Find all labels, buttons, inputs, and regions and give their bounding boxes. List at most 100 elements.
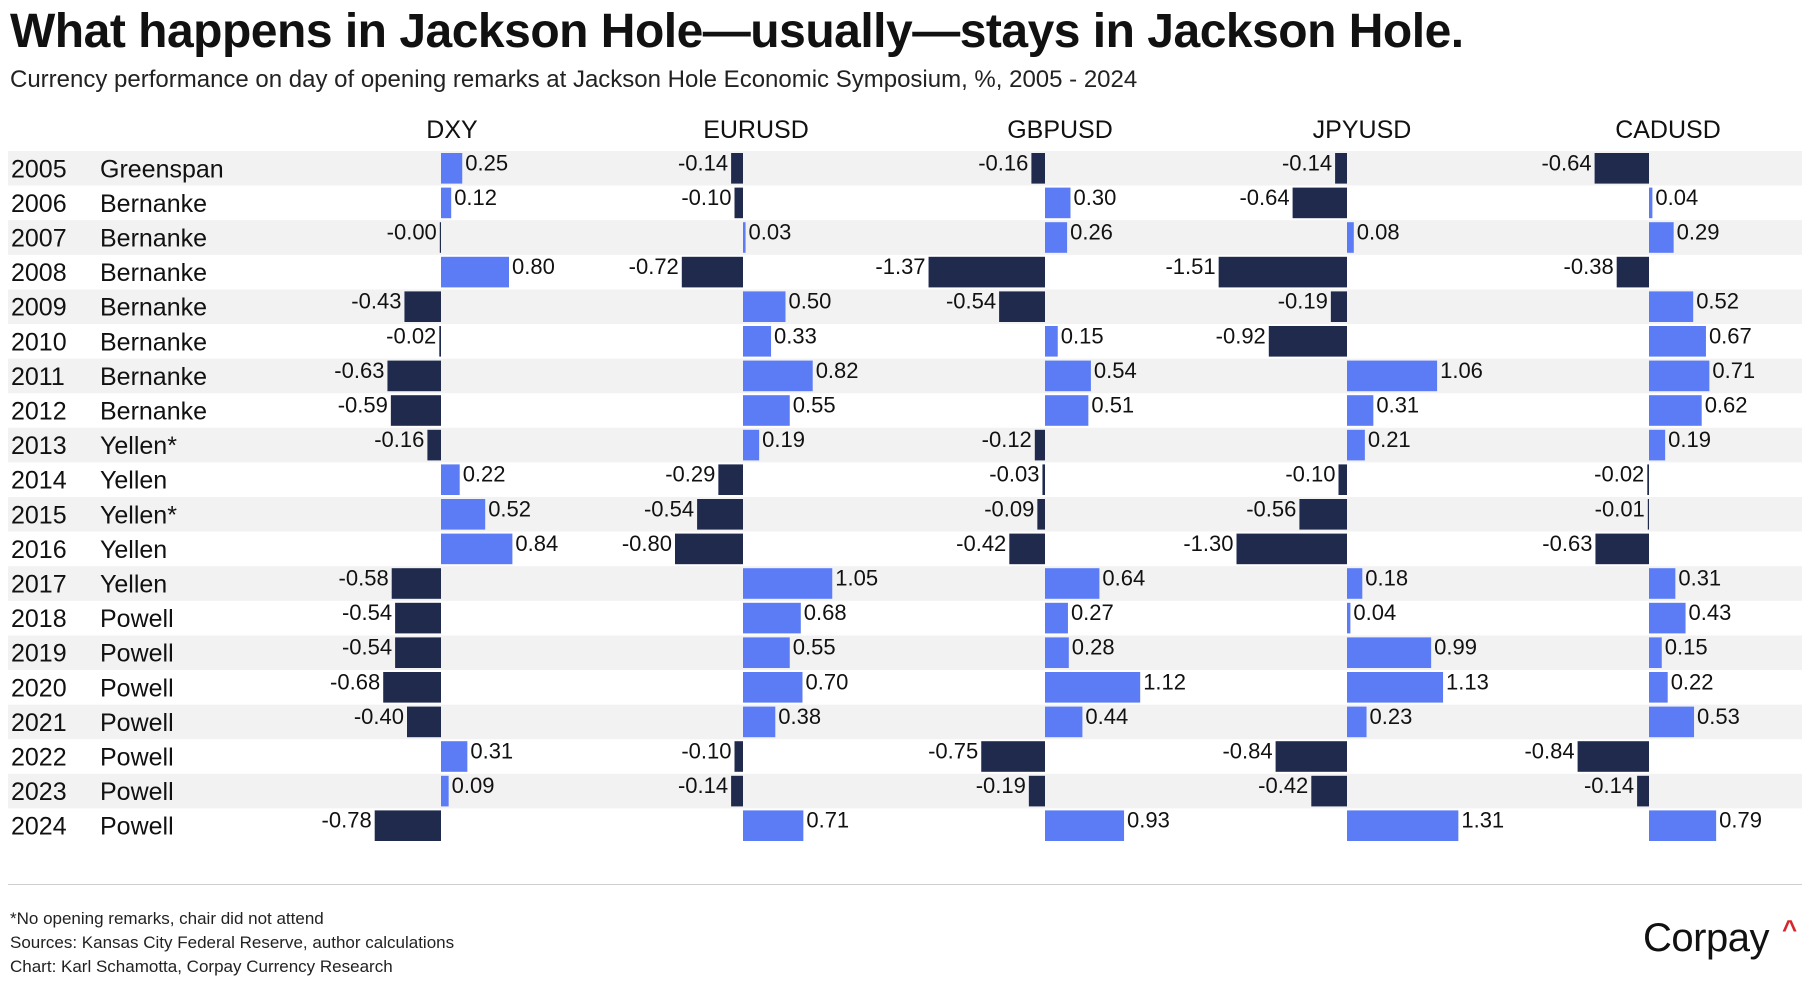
row-chair-label: Greenspan bbox=[100, 155, 224, 183]
data-bar bbox=[1647, 464, 1649, 495]
row-year-label: 2008 bbox=[11, 259, 67, 287]
data-label: -0.54 bbox=[342, 600, 392, 625]
data-label: 0.99 bbox=[1434, 635, 1477, 660]
data-label: -0.72 bbox=[629, 254, 679, 279]
row-chair-label: Yellen bbox=[100, 536, 167, 564]
data-label: 0.28 bbox=[1072, 635, 1115, 660]
row-stripe bbox=[8, 497, 1802, 532]
data-label: 0.26 bbox=[1070, 220, 1113, 245]
data-bar bbox=[1347, 222, 1354, 253]
data-label: -0.78 bbox=[322, 808, 372, 833]
footnote-credit: Chart: Karl Schamotta, Corpay Currency R… bbox=[10, 957, 393, 976]
data-bar bbox=[439, 222, 441, 253]
data-bar bbox=[734, 741, 743, 772]
data-label: 0.22 bbox=[463, 462, 506, 487]
data-label: 0.79 bbox=[1719, 808, 1762, 833]
data-label: 0.19 bbox=[762, 427, 805, 452]
data-bar bbox=[1649, 395, 1702, 426]
data-label: 0.71 bbox=[1712, 358, 1755, 383]
data-bar bbox=[1649, 568, 1676, 599]
data-bar bbox=[1045, 672, 1141, 703]
data-label: -1.51 bbox=[1165, 254, 1215, 279]
data-bar bbox=[441, 256, 509, 288]
data-bar bbox=[1649, 291, 1694, 322]
data-label: -0.38 bbox=[1564, 254, 1614, 279]
footnote-sources: Sources: Kansas City Federal Reserve, au… bbox=[10, 933, 455, 952]
data-bar bbox=[1649, 429, 1666, 461]
row-year-label: 2007 bbox=[11, 225, 67, 253]
data-bar bbox=[1347, 672, 1444, 703]
data-bar bbox=[1045, 706, 1083, 738]
row-chair-label: Bernanke bbox=[100, 225, 207, 253]
data-bar bbox=[441, 464, 460, 495]
data-label: 0.15 bbox=[1061, 323, 1104, 348]
data-label: -0.92 bbox=[1216, 323, 1266, 348]
data-label: 0.82 bbox=[816, 358, 859, 383]
data-bar bbox=[374, 810, 441, 841]
row-chair-label: Bernanke bbox=[100, 328, 207, 356]
data-label: -0.59 bbox=[338, 393, 388, 418]
data-bar bbox=[1616, 256, 1649, 288]
data-bar bbox=[1045, 810, 1125, 841]
row-year-label: 2011 bbox=[11, 363, 65, 391]
data-label: 0.03 bbox=[749, 220, 792, 245]
data-label: 0.27 bbox=[1071, 600, 1114, 625]
data-bar bbox=[1009, 533, 1045, 565]
row-chair-label: Powell bbox=[100, 674, 174, 702]
row-year-label: 2017 bbox=[11, 571, 67, 599]
data-label: 0.18 bbox=[1365, 566, 1408, 591]
data-bar bbox=[1045, 602, 1068, 634]
data-label: 0.62 bbox=[1705, 393, 1748, 418]
row-year-label: 2016 bbox=[11, 536, 67, 564]
data-label: 0.25 bbox=[465, 150, 508, 175]
row-year-label: 2024 bbox=[11, 813, 67, 841]
data-label: -0.58 bbox=[339, 566, 389, 591]
data-label: -0.14 bbox=[1282, 150, 1332, 175]
data-label: -0.09 bbox=[984, 496, 1034, 521]
data-label: -0.16 bbox=[978, 150, 1028, 175]
row-stripe bbox=[8, 289, 1802, 324]
data-bar bbox=[1045, 395, 1089, 426]
data-label: -0.14 bbox=[678, 150, 728, 175]
data-bar bbox=[1649, 637, 1662, 668]
data-label: -0.56 bbox=[1246, 496, 1296, 521]
data-label: 0.09 bbox=[452, 773, 495, 798]
row-chair-label: Bernanke bbox=[100, 363, 207, 391]
row-chair-label: Yellen* bbox=[100, 432, 177, 460]
data-bar bbox=[1028, 775, 1045, 807]
data-bar bbox=[1649, 672, 1668, 703]
data-bar bbox=[1649, 602, 1686, 634]
row-chair-label: Powell bbox=[100, 813, 174, 841]
data-bar bbox=[427, 429, 441, 461]
row-chair-label: Powell bbox=[100, 709, 174, 737]
panel-header: DXY bbox=[426, 116, 478, 144]
data-label: 0.04 bbox=[1655, 185, 1698, 210]
row-year-label: 2010 bbox=[11, 328, 67, 356]
data-label: 0.80 bbox=[512, 254, 555, 279]
data-label: 0.12 bbox=[454, 185, 497, 210]
row-chair-label: Powell bbox=[100, 744, 174, 772]
data-bar bbox=[1649, 222, 1674, 253]
row-year-label: 2018 bbox=[11, 605, 67, 633]
data-bar bbox=[1045, 568, 1100, 599]
data-label: -0.19 bbox=[976, 773, 1026, 798]
data-bar bbox=[1347, 637, 1432, 668]
data-bar bbox=[1045, 326, 1058, 357]
data-label: -0.84 bbox=[1524, 739, 1574, 764]
data-label: 0.21 bbox=[1368, 427, 1411, 452]
data-label: 0.33 bbox=[774, 323, 817, 348]
data-label: 1.31 bbox=[1461, 808, 1504, 833]
data-bar bbox=[743, 810, 804, 841]
data-label: 0.43 bbox=[1689, 600, 1732, 625]
data-label: 1.05 bbox=[835, 566, 878, 591]
data-label: -0.14 bbox=[678, 773, 728, 798]
row-chair-label: Powell bbox=[100, 778, 174, 806]
data-label: -0.42 bbox=[956, 531, 1006, 556]
row-chair-label: Bernanke bbox=[100, 190, 207, 218]
data-label: -0.02 bbox=[386, 323, 436, 348]
data-label: -0.16 bbox=[374, 427, 424, 452]
data-bar bbox=[743, 360, 813, 392]
data-bar bbox=[1042, 464, 1045, 495]
data-bar bbox=[743, 602, 801, 634]
data-label: -0.75 bbox=[928, 739, 978, 764]
